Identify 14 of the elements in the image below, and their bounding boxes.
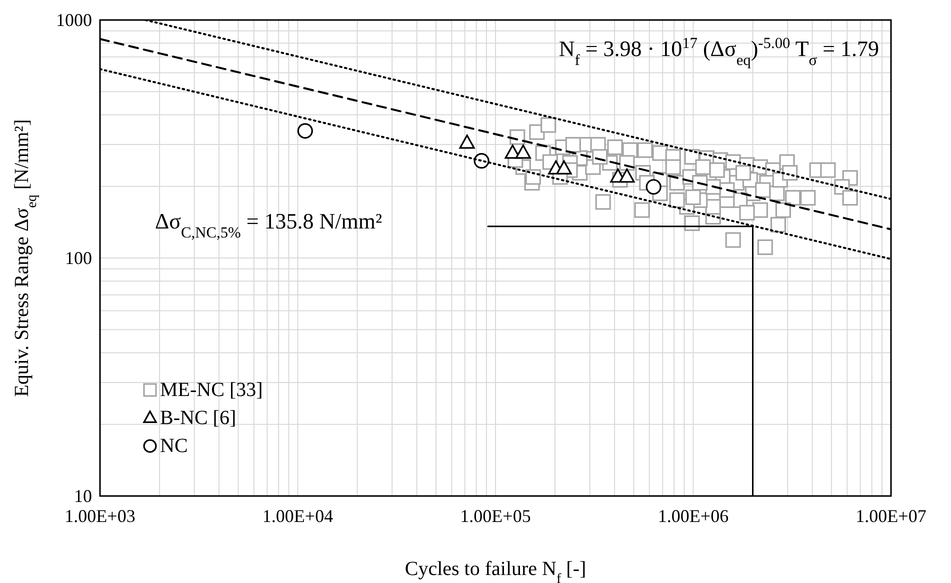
x-tick-label: 1.00E+07 bbox=[856, 506, 926, 526]
y-tick-label: 1000 bbox=[56, 10, 92, 30]
x-tick-label: 1.00E+06 bbox=[658, 506, 729, 526]
y-tick-label: 10 bbox=[74, 486, 92, 506]
annotation: Δσ$_{C,NC,5%}$ = 135.8 N/mm² bbox=[155, 208, 383, 241]
legend-label: ME-NC [33] bbox=[160, 379, 263, 401]
x-tick-label: 1.00E+03 bbox=[64, 506, 136, 526]
y-tick-label: 100 bbox=[65, 248, 92, 268]
legend-label: B-NC [6] bbox=[160, 407, 236, 429]
x-axis-title: Cycles to failure N$_{f}$ [-] bbox=[404, 558, 586, 583]
text: N$_{f}$ = 3.98 · 10$^{17}$ (Δσ$_{eq}$)$^{-5.00}$ T$_{σ}$ = 1.79 bbox=[558, 34, 879, 68]
x-tick-label: 1.00E+04 bbox=[262, 506, 334, 526]
x-tick-label: 1.00E+05 bbox=[460, 506, 531, 526]
legend-label: NC bbox=[160, 435, 188, 457]
